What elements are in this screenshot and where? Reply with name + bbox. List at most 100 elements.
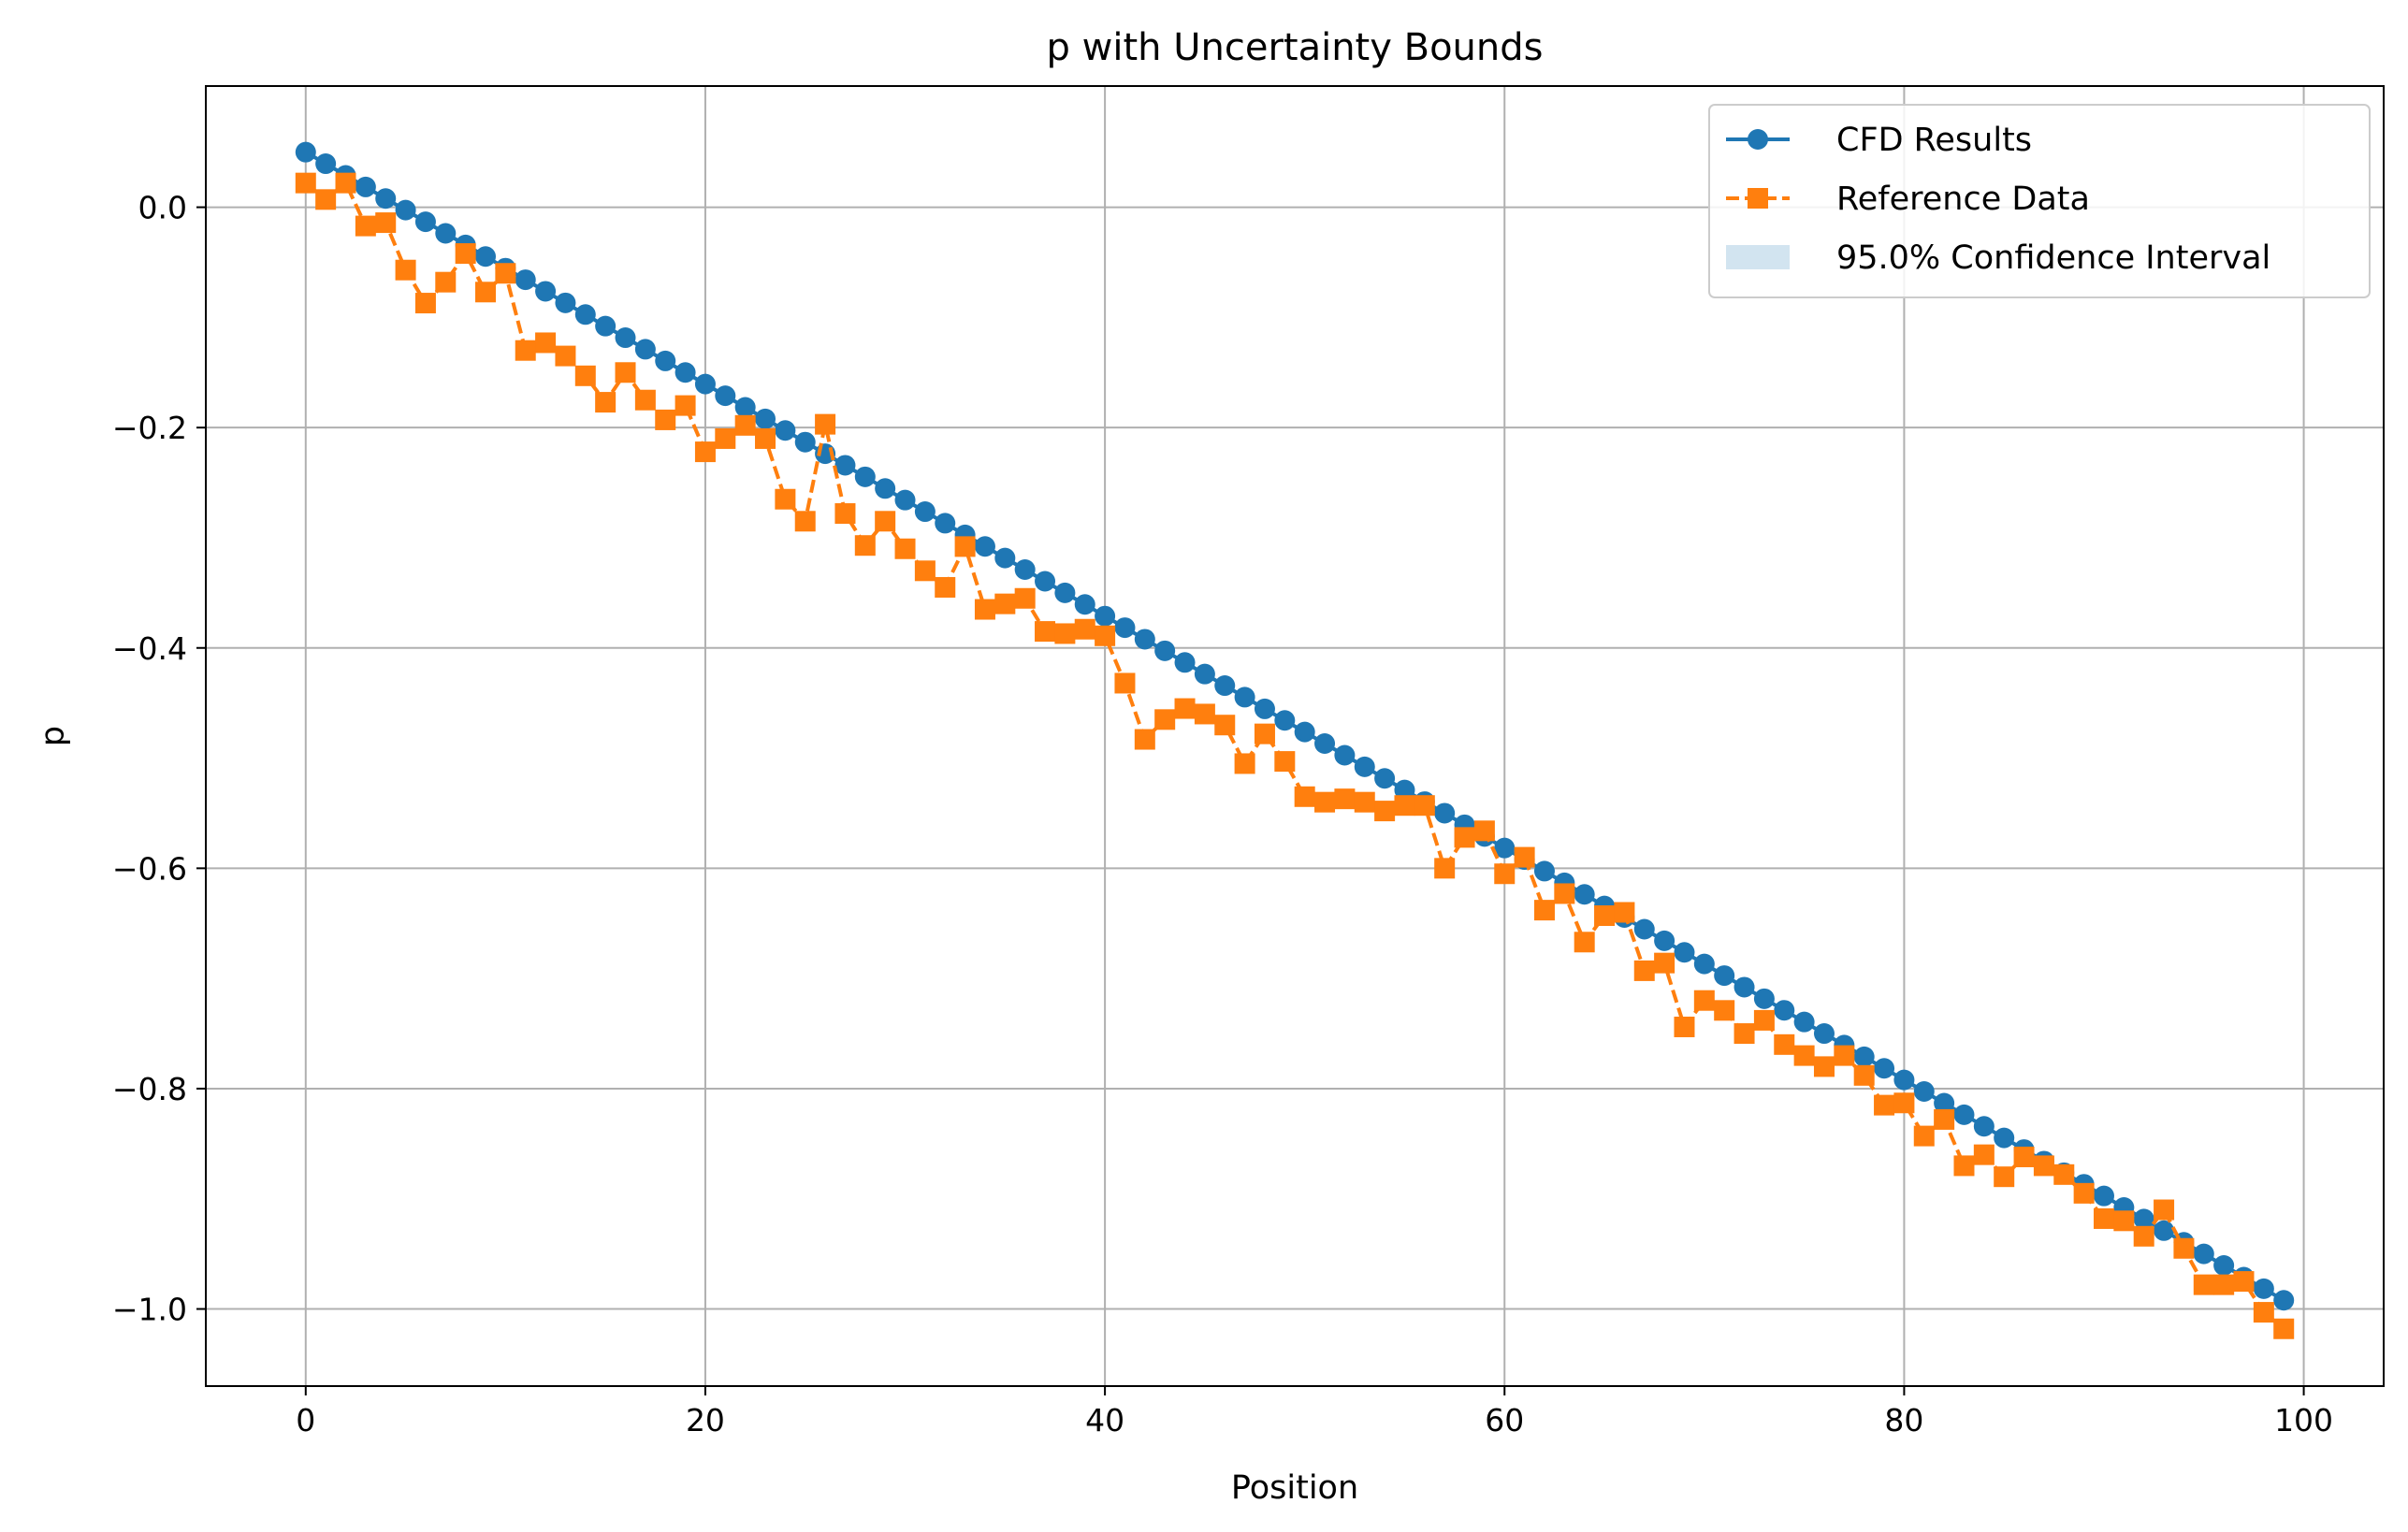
data-point-cfd-results bbox=[914, 501, 936, 523]
data-point-reference-data bbox=[1294, 786, 1315, 807]
data-point-cfd-results bbox=[734, 397, 756, 418]
data-point-reference-data bbox=[1973, 1144, 1995, 1165]
legend-box bbox=[1708, 104, 2371, 298]
data-point-reference-data bbox=[1514, 846, 1535, 868]
data-point-cfd-results bbox=[615, 327, 636, 349]
data-point-reference-data bbox=[1834, 1045, 1855, 1066]
data-point-reference-data bbox=[414, 293, 436, 314]
data-point-reference-data bbox=[1414, 795, 1435, 817]
x-axis: 0 20 40 60 80 100 bbox=[296, 1386, 2333, 1438]
data-point-reference-data bbox=[734, 414, 756, 436]
data-point-cfd-results bbox=[1014, 559, 1036, 581]
data-point-cfd-results bbox=[1574, 884, 1595, 905]
data-point-cfd-results bbox=[1714, 965, 1735, 987]
data-point-cfd-results bbox=[295, 141, 316, 163]
data-point-reference-data bbox=[1874, 1094, 1895, 1116]
data-point-reference-data bbox=[1174, 698, 1196, 719]
data-point-reference-data bbox=[1633, 960, 1655, 981]
data-point-reference-data bbox=[715, 427, 736, 449]
data-point-reference-data bbox=[1194, 703, 1215, 725]
data-point-reference-data bbox=[875, 511, 896, 532]
data-point-cfd-results bbox=[1633, 918, 1655, 940]
data-point-cfd-results bbox=[1753, 988, 1775, 1009]
data-point-reference-data bbox=[295, 172, 316, 194]
y-tick-label: −0.4 bbox=[112, 630, 187, 667]
x-tick-label: 0 bbox=[296, 1402, 315, 1438]
data-point-reference-data bbox=[1114, 672, 1136, 694]
data-point-reference-data bbox=[435, 271, 457, 293]
data-point-cfd-results bbox=[2213, 1255, 2235, 1277]
data-point-cfd-results bbox=[2133, 1208, 2154, 1230]
data-point-reference-data bbox=[1554, 883, 1575, 904]
data-point-reference-data bbox=[355, 215, 376, 237]
data-point-reference-data bbox=[1733, 1023, 1755, 1045]
data-point-reference-data bbox=[2273, 1318, 2295, 1339]
data-point-reference-data bbox=[2093, 1207, 2114, 1229]
data-point-reference-data bbox=[1374, 801, 1396, 822]
data-point-reference-data bbox=[455, 243, 476, 265]
data-point-cfd-results bbox=[1893, 1069, 1915, 1091]
data-point-cfd-results bbox=[834, 455, 856, 476]
data-point-reference-data bbox=[1893, 1092, 1915, 1114]
data-point-reference-data bbox=[1853, 1064, 1875, 1086]
data-point-cfd-results bbox=[1254, 698, 1275, 719]
data-point-cfd-results bbox=[634, 339, 656, 360]
data-point-cfd-results bbox=[1354, 756, 1375, 777]
data-point-cfd-results bbox=[2253, 1278, 2274, 1299]
data-point-reference-data bbox=[834, 503, 856, 525]
data-point-reference-data bbox=[375, 212, 397, 234]
data-point-reference-data bbox=[495, 263, 516, 284]
plot-frame bbox=[205, 85, 2385, 1387]
data-point-reference-data bbox=[1953, 1155, 1975, 1177]
data-point-reference-data bbox=[1994, 1166, 2015, 1188]
data-point-reference-data bbox=[675, 395, 696, 416]
y-axis-label: p bbox=[35, 726, 72, 746]
data-point-cfd-results bbox=[535, 281, 557, 302]
data-point-cfd-results bbox=[1134, 629, 1155, 650]
data-point-reference-data bbox=[954, 536, 976, 557]
data-point-reference-data bbox=[2193, 1274, 2214, 1295]
data-point-cfd-results bbox=[935, 513, 956, 534]
data-point-cfd-results bbox=[2093, 1185, 2114, 1207]
data-point-cfd-results bbox=[1314, 733, 1336, 755]
legend-marker-cfd bbox=[1748, 129, 1768, 150]
data-point-reference-data bbox=[574, 365, 596, 386]
data-point-cfd-results bbox=[655, 350, 676, 371]
data-point-reference-data bbox=[634, 389, 656, 411]
data-point-cfd-results bbox=[755, 408, 776, 429]
y-axis: 0.0 −0.2 −0.4 −0.6 −0.8 −1.0 bbox=[112, 190, 206, 1328]
data-point-reference-data bbox=[2113, 1210, 2135, 1232]
data-point-cfd-results bbox=[794, 431, 816, 453]
data-point-reference-data bbox=[555, 345, 576, 367]
data-point-cfd-results bbox=[1154, 640, 1176, 661]
data-point-cfd-results bbox=[595, 315, 617, 337]
data-point-cfd-results bbox=[2154, 1220, 2175, 1241]
data-point-reference-data bbox=[1274, 751, 1296, 773]
data-point-reference-data bbox=[1753, 1009, 1775, 1031]
data-point-cfd-results bbox=[1733, 976, 1755, 998]
data-point-cfd-results bbox=[1434, 802, 1456, 824]
series-line-reference-data bbox=[304, 181, 2285, 1331]
y-tick-label: −0.6 bbox=[112, 850, 187, 887]
data-point-cfd-results bbox=[375, 188, 397, 210]
data-point-cfd-results bbox=[1494, 837, 1516, 859]
x-tick-label: 100 bbox=[2274, 1402, 2333, 1438]
data-point-reference-data bbox=[2154, 1199, 2175, 1221]
data-point-cfd-results bbox=[675, 362, 696, 383]
data-point-reference-data bbox=[595, 392, 617, 413]
data-point-cfd-results bbox=[515, 269, 536, 291]
data-point-reference-data bbox=[1394, 795, 1415, 817]
data-point-reference-data bbox=[1454, 827, 1475, 848]
data-point-reference-data bbox=[2033, 1155, 2054, 1177]
data-point-cfd-results bbox=[1174, 652, 1196, 673]
data-point-reference-data bbox=[775, 488, 796, 510]
data-point-reference-data bbox=[1494, 863, 1516, 885]
plot-area bbox=[205, 85, 2385, 1387]
legend-label-reference: Reference Data bbox=[1836, 181, 2090, 218]
legend-label-confidence: 95.0% Confidence Interval bbox=[1836, 239, 2270, 277]
data-point-reference-data bbox=[815, 413, 836, 435]
series-layer bbox=[295, 141, 2295, 1339]
x-tick-label: 80 bbox=[1884, 1402, 1923, 1438]
x-tick-label: 20 bbox=[686, 1402, 725, 1438]
data-point-cfd-results bbox=[1274, 710, 1296, 731]
